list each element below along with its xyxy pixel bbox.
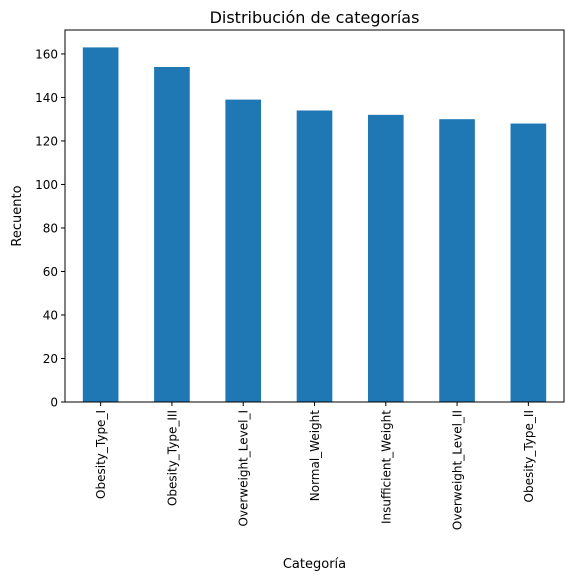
y-tick-label: 140 [35,91,58,105]
bar-overweight-level-ii [439,119,475,402]
x-tick-label: Obesity_Type_I [94,410,108,499]
bars-layer [83,47,546,402]
y-tick-label: 60 [43,265,58,279]
y-tick-label: 20 [43,352,58,366]
y-axis-label: Recuento [10,185,25,246]
x-tick-label: Obesity_Type_II [522,410,536,502]
x-tick-label: Obesity_Type_III [165,410,179,506]
y-tick-label: 0 [50,396,58,410]
x-tick-label: Normal_Weight [308,410,322,502]
x-tick-label: Overweight_Level_II [451,410,465,530]
x-axis: Obesity_Type_I Obesity_Type_III Overweight… [94,402,536,530]
bar-overweight-level-i [225,100,261,402]
bar-obesity-type-iii [154,67,190,402]
y-tick-label: 160 [35,47,58,61]
bar-insufficient-weight [368,115,404,402]
bar-obesity-type-i [83,47,119,402]
x-tick-label: Overweight_Level_I [237,410,251,527]
bar-normal-weight [297,110,333,402]
chart-title: Distribución de categorías [210,8,420,27]
x-axis-label: Categoría [283,557,346,572]
y-tick-label: 80 [43,221,58,235]
y-tick-label: 120 [35,134,58,148]
bar-obesity-type-ii [511,124,547,402]
y-axis: 0 20 40 60 80 100 120 140 160 [35,47,65,409]
y-tick-label: 100 [35,178,58,192]
x-tick-label: Insufficient_Weight [379,410,393,524]
y-tick-label: 40 [43,308,58,322]
